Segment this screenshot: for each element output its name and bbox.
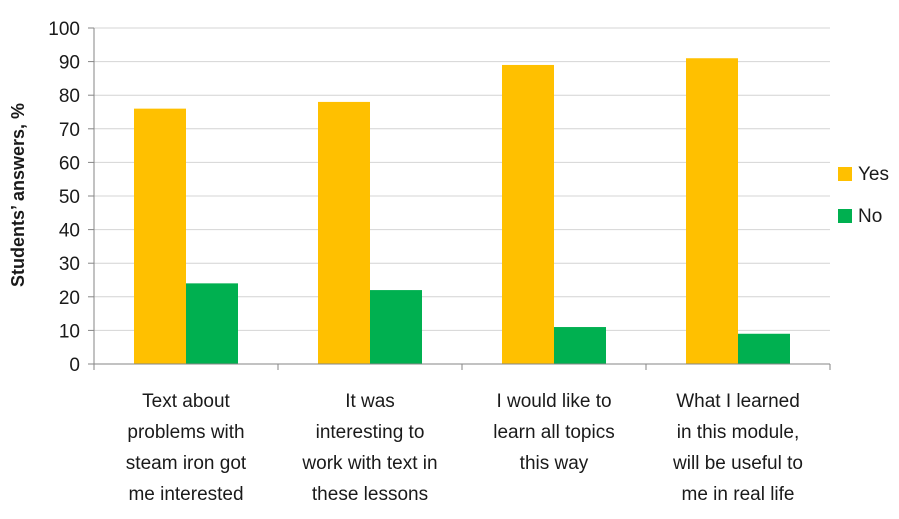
category-label-line: work with text in (301, 453, 437, 474)
bar-no-3 (554, 327, 606, 364)
category-label-line: What I learned (676, 391, 800, 412)
y-tick-label-20: 20 (59, 288, 80, 309)
bar-no-2 (370, 290, 422, 364)
category-label-3: I would like to learn all topics this way (493, 391, 614, 474)
category-label-line: this way (520, 453, 589, 474)
bar-yes-2 (318, 101, 370, 365)
category-label-4: What I learned in this module, will be use… (672, 391, 803, 505)
bar-no-4 (738, 333, 790, 364)
y-tick-labels: 0 10 20 30 40 50 60 70 80 90 100 (48, 19, 80, 376)
bars (134, 58, 790, 365)
legend-swatch-no (838, 209, 852, 223)
category-label-line: problems with (127, 422, 244, 443)
axes (88, 27, 831, 370)
category-label-line: I would like to (496, 391, 611, 412)
bar-yes-3 (502, 64, 554, 365)
legend-label-yes: Yes (858, 164, 889, 185)
bar-no-1 (186, 283, 238, 364)
bar-yes-1 (134, 108, 186, 364)
y-axis-label: Students’ answers, % (8, 103, 28, 287)
y-tick-label-60: 60 (59, 153, 80, 174)
y-tick-label-30: 30 (59, 254, 80, 275)
y-tick-label-90: 90 (59, 53, 80, 74)
category-label-1: Text about problems with steam iron got me … (126, 391, 247, 505)
category-label-line: in this module, (677, 422, 800, 443)
category-label-line: interesting to (316, 422, 425, 443)
y-tick-label-100: 100 (48, 19, 80, 40)
category-label-line: steam iron got (126, 453, 247, 474)
category-label-line: Text about (142, 391, 230, 412)
category-label-line: learn all topics (493, 422, 614, 443)
category-label-2: It was interesting to work with text in the… (301, 391, 437, 505)
legend-label-no: No (858, 206, 882, 227)
y-tick-label-50: 50 (59, 187, 80, 208)
category-label-line: me in real life (682, 484, 795, 505)
y-tick-label-0: 0 (69, 355, 80, 376)
y-tick-label-70: 70 (59, 120, 80, 141)
category-label-line: these lessons (312, 484, 428, 505)
category-label-line: me interested (128, 484, 243, 505)
y-tick-label-80: 80 (59, 86, 80, 107)
legend: Yes No (838, 164, 889, 227)
y-tick-label-10: 10 (59, 321, 80, 342)
category-label-line: will be useful to (672, 453, 803, 474)
category-labels: Text about problems with steam iron got me … (126, 391, 803, 505)
category-label-line: It was (345, 391, 395, 412)
legend-swatch-yes (838, 167, 852, 181)
bar-yes-4 (686, 58, 738, 365)
y-tick-label-40: 40 (59, 221, 80, 242)
